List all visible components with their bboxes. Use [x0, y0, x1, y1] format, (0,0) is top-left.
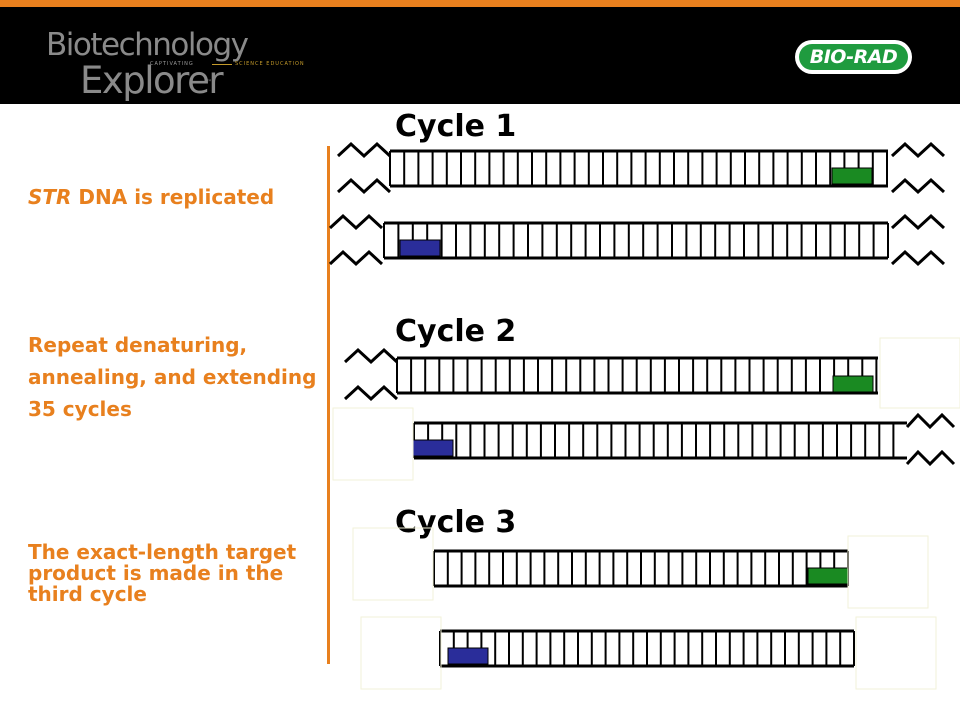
cycle2-b-right-tail-bottom [905, 449, 956, 467]
cycle3-b-blue-primer [447, 647, 489, 665]
faint-box-3 [352, 527, 434, 601]
label-exact-length: The exact-length target product is made … [28, 540, 297, 606]
logo-explorer-text: Explorer [80, 59, 224, 102]
cycle1-b-right-tail-bottom [890, 249, 946, 267]
cycle3-a-green-primer [807, 567, 849, 585]
faint-box-1 [879, 337, 960, 409]
cycle-1-title: Cycle 1 [395, 109, 517, 144]
cycle1-b-left-tail-bottom [328, 249, 384, 267]
cycle-2-title: Cycle 2 [395, 314, 517, 349]
cycle2-b-blue-primer [412, 439, 454, 457]
logo-trademark: ™ [206, 79, 212, 86]
cycle2-b-right-tail-top [905, 412, 956, 430]
label-str-replicated: STR DNA is replicated [28, 181, 288, 213]
cycle1-b-left-tail-top [328, 213, 384, 231]
faint-box-4 [847, 535, 929, 609]
faint-box-2 [332, 407, 414, 481]
cycle2-a-left-tail-bottom [343, 384, 399, 402]
label-repeat-cycles: Repeat denaturing, annealing, and extend… [28, 333, 317, 421]
logo-tagline-divider [212, 64, 232, 65]
divider-line [327, 146, 330, 664]
logo-biotechnology-text: Biotechnology [46, 27, 249, 63]
cycle1-a-left-tail-top [336, 141, 392, 159]
cycle1-a-green-primer [831, 167, 873, 185]
cycle-3-title: Cycle 3 [395, 505, 517, 540]
cycle1-a-left-tail-bottom [336, 177, 392, 195]
logo-tagline-left: CAPTIVATING [150, 61, 194, 67]
cycle1-b-right-tail-top [890, 213, 946, 231]
faint-box-6 [855, 616, 937, 690]
faint-box-5 [360, 616, 442, 690]
cycle1-a-right-tail-bottom [890, 177, 946, 195]
label-str-italic: STR [28, 185, 72, 209]
brand-logo-text: BIO-RAD [799, 44, 908, 70]
label-str-rest: DNA is replicated [71, 185, 275, 209]
cycle2-a-left-tail-top [343, 347, 399, 365]
cycle1-a-right-tail-top [890, 141, 946, 159]
logo-tagline-right: SCIENCE EDUCATION [235, 61, 305, 67]
cycle1-b-blue-primer [399, 239, 441, 257]
cycle2-a-green-primer [832, 375, 874, 393]
top-accent-bar [0, 0, 960, 7]
